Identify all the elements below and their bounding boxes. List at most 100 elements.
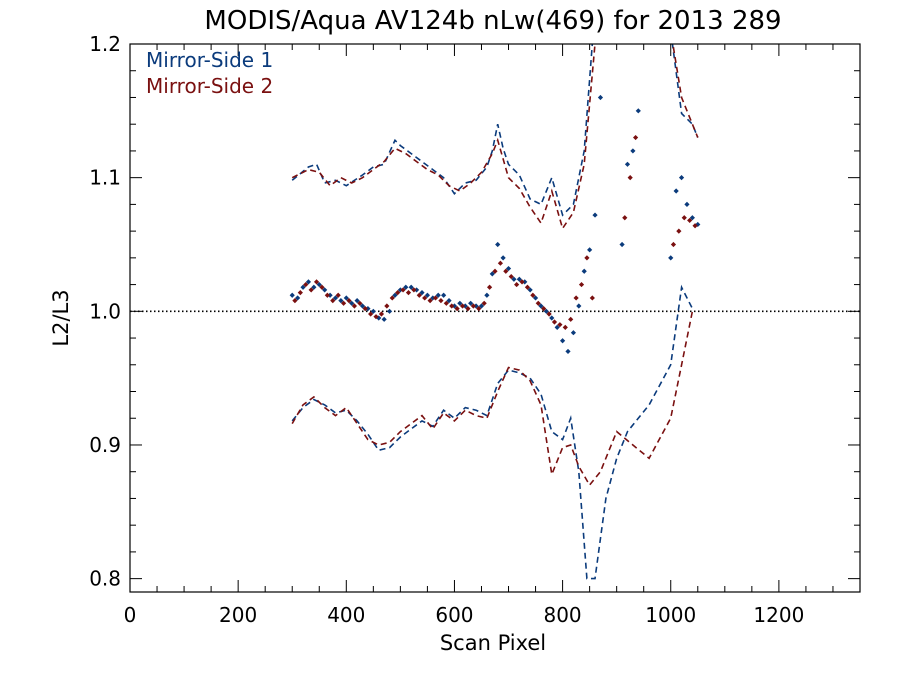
series-1-point: [678, 175, 685, 181]
series-2-point: [573, 295, 579, 301]
series-2-point: [503, 268, 509, 274]
series-2-lower-bound-line: [291, 311, 694, 487]
series-1-point: [359, 303, 366, 309]
series-1-point: [597, 94, 604, 101]
series-1-point: [457, 300, 463, 306]
plot-area: 0 200 400 600 800 1000 1200 0.8 0.9 1.0 1.1 1.2: [89, 32, 861, 627]
series-group: [289, 44, 701, 580]
series-1-point: [554, 324, 560, 330]
series-2-point: [308, 287, 314, 293]
series-2-point: [568, 316, 574, 322]
plot-frame: [129, 43, 861, 593]
series-1-point: [451, 303, 458, 309]
series-2-point: [508, 273, 514, 280]
series-1-point: [424, 292, 431, 298]
x-tick-label: 800: [543, 603, 581, 627]
series-1-point: [430, 295, 436, 301]
series-1-point: [505, 265, 512, 272]
series-1-point: [354, 298, 360, 304]
series-1-point: [370, 308, 376, 314]
series-2-point: [551, 319, 558, 325]
series-2-point: [422, 295, 428, 301]
series-1-point: [543, 308, 549, 314]
series-1-point: [300, 284, 306, 290]
series-1-point: [587, 247, 593, 253]
series-1-point: [570, 330, 577, 336]
series-2-point: [676, 228, 682, 234]
series-2-point: [546, 311, 552, 317]
series-2-point: [330, 298, 336, 304]
series-2-point: [557, 322, 563, 328]
series-2-point: [378, 311, 385, 317]
series-1-point: [397, 287, 403, 293]
series-1-point: [365, 306, 371, 312]
series-2-point: [562, 324, 568, 330]
y-tick-label: 1.0: [89, 299, 121, 323]
series-1-point: [635, 108, 641, 114]
y-axis-label: L2/L3: [49, 289, 73, 346]
series-2-point: [438, 298, 444, 304]
y-tick-label: 1.2: [89, 32, 121, 56]
series-1-lower-bound-line: [291, 284, 694, 580]
series-1-point: [468, 300, 474, 306]
series-2-point: [416, 292, 422, 298]
series-1-point: [478, 303, 485, 309]
series-2-point: [313, 279, 320, 285]
series-2-point: [324, 292, 330, 298]
series-1-point: [381, 316, 387, 322]
series-1-point: [624, 161, 631, 167]
series-1-point: [559, 338, 566, 344]
series-1-point: [592, 212, 598, 218]
series-2-point: [476, 306, 482, 312]
series-2-point: [335, 292, 341, 298]
series-2-point: [470, 303, 476, 309]
series-2-point: [432, 295, 439, 301]
series-2-point: [384, 303, 390, 309]
x-tick-label: 400: [327, 603, 365, 627]
series-2-point: [692, 223, 698, 229]
series-1-point: [305, 279, 312, 285]
series-2-point: [497, 260, 504, 266]
series-1-point: [565, 348, 571, 355]
series-1-point: [511, 276, 517, 282]
series-2-point: [535, 300, 541, 306]
series-1-point: [343, 295, 349, 301]
series-1-point: [295, 295, 301, 301]
series-1-point: [327, 292, 333, 298]
x-tick-label: 1000: [645, 603, 696, 627]
series-2-point: [514, 281, 520, 288]
y-tick-label: 0.8: [89, 567, 121, 591]
series-2-point: [670, 241, 677, 248]
series-2-upper-bound-line: [291, 44, 699, 231]
series-1-point: [684, 201, 690, 207]
series-1-point: [689, 215, 695, 221]
series-1-point: [500, 255, 506, 261]
series-2-point: [292, 298, 298, 304]
series-2-point: [346, 298, 352, 304]
series-2-point: [687, 217, 693, 224]
series-2-point: [303, 281, 309, 288]
series-1-point: [419, 290, 425, 296]
series-1-point: [332, 295, 339, 301]
series-2-point: [427, 298, 433, 304]
series-2-point: [530, 292, 536, 298]
series-2-point: [481, 300, 487, 306]
series-1-point: [527, 287, 533, 293]
series-2-point: [405, 290, 412, 296]
series-2-point: [297, 290, 303, 296]
series-2-point: [632, 134, 639, 141]
series-2-point: [627, 175, 633, 181]
series-1-point: [489, 271, 495, 277]
x-tick-label: 1200: [753, 603, 804, 627]
series-2-point: [340, 300, 347, 306]
series-2-point: [373, 314, 379, 320]
x-tick-label: 0: [124, 603, 137, 627]
series-1-point: [349, 300, 355, 306]
series-1-point: [532, 295, 539, 301]
series-2-point: [389, 295, 395, 301]
series-2-point: [486, 284, 493, 290]
chart-title: MODIS/Aqua AV124b nLw(469) for 2013 289: [204, 6, 781, 36]
series-1-point: [630, 148, 636, 154]
series-1-point: [484, 292, 490, 298]
